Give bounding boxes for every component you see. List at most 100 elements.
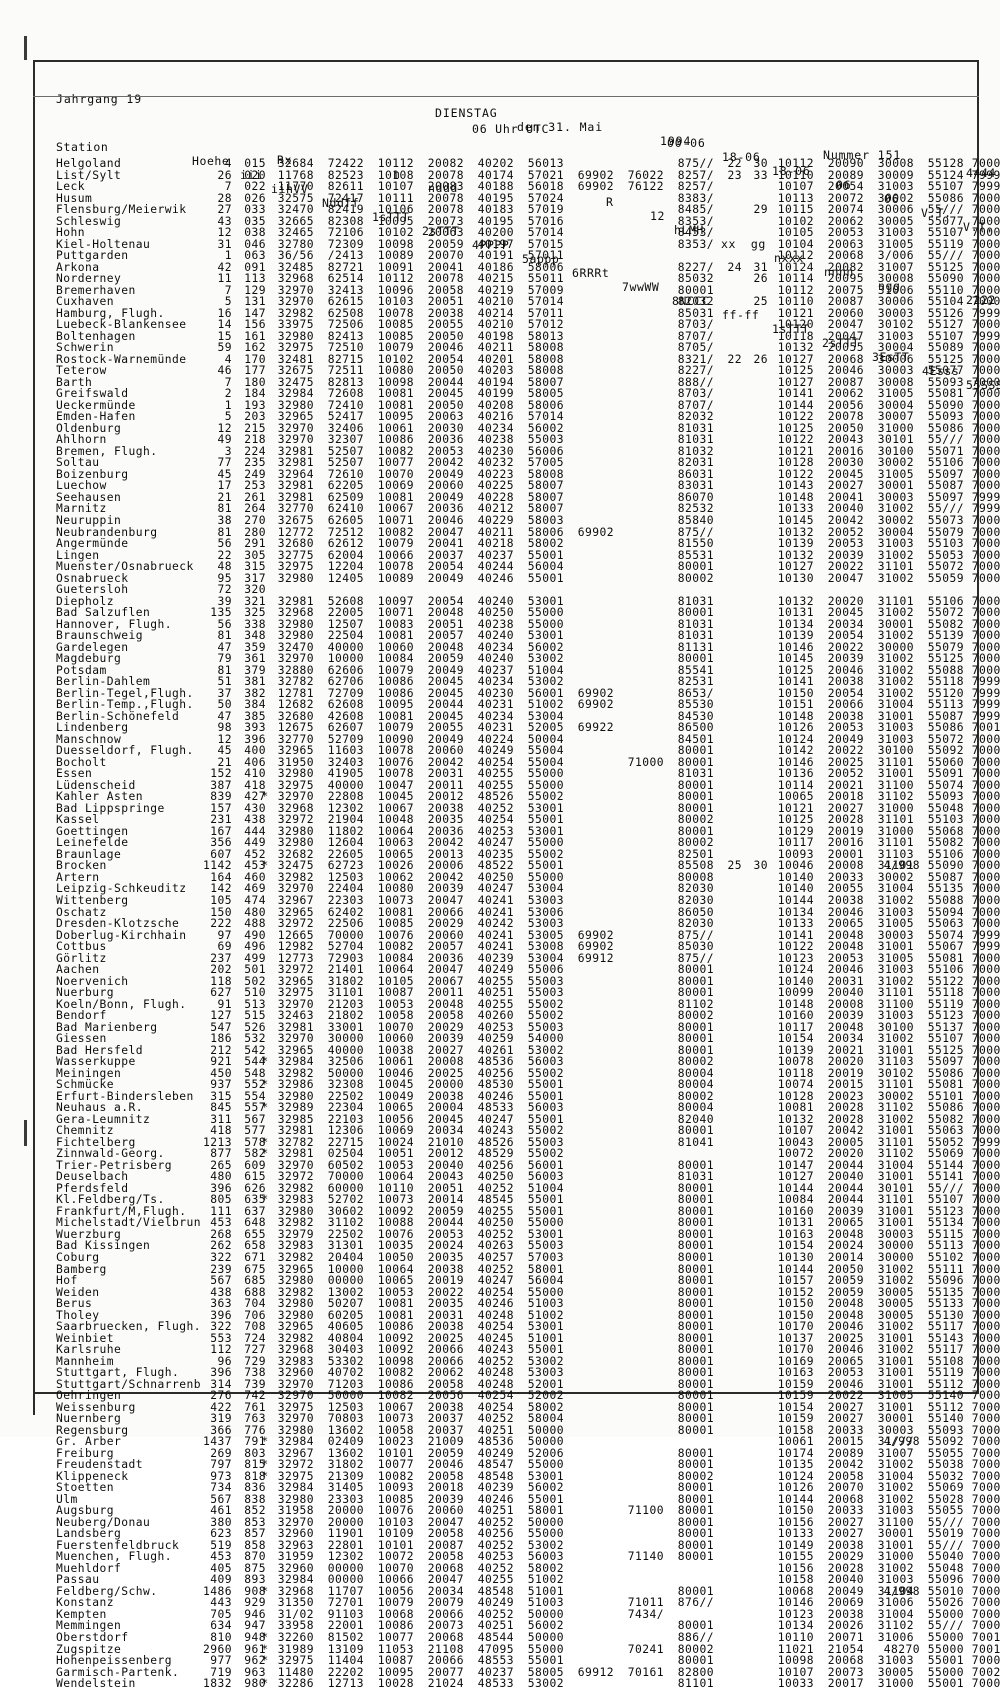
cell-iii: 853 [244, 1515, 266, 1529]
cell-iii: 961 [244, 1642, 266, 1656]
cell-hoehe: 315 [210, 1089, 232, 1103]
cell-station: Braunschweig [56, 629, 144, 643]
cell-t4pppp: 40247 [477, 882, 514, 896]
cell-station: Nuerburg [56, 986, 115, 1000]
cell-h2sttt: 20048 [827, 1020, 864, 1034]
cell-station: Muenster/Osnabrueck [56, 560, 194, 574]
cell-col7r: 70000 [971, 1550, 1000, 1564]
cell-h3estt: 31002 [877, 1481, 914, 1495]
cell-t4pppp: 40260 [477, 1009, 514, 1023]
cell-h1sttt: 10131 [777, 606, 814, 620]
cell-station: Greifswald [56, 387, 129, 401]
cell-t1sttt: 10061 [377, 1055, 414, 1069]
cell-nddff: 32406 [327, 421, 364, 435]
cell-t2sttt: 20038 [427, 801, 464, 815]
cell-t8nccc: 84530 [677, 709, 714, 723]
cell-station: Cottbus [56, 940, 107, 954]
cell-nddff: 62514 [327, 272, 364, 286]
cell-h1sttt: 10120 [777, 318, 814, 332]
cell-t8nccc: 80001 [677, 755, 714, 769]
cell-t8nccc: 80002 [677, 571, 714, 585]
cell-iii: 963 [244, 1665, 266, 1679]
cell-iii: 893 [244, 1573, 266, 1587]
cell-col7r: 79999 [971, 329, 1000, 343]
table-row: Muenchen, Flugh. 453 870 31959 12302 10072 200… [0, 1551, 1000, 1563]
cell-h1sttt: 10102 [777, 214, 814, 228]
cell-nddff: 52507 [327, 456, 364, 470]
table-row: Neubrandenburg 81 280 12772 72512 10082 20047 4… [0, 525, 1000, 539]
cell-t8nccc: 80001 [677, 1297, 714, 1311]
cell-t2sttt: 20043 [427, 1170, 464, 1184]
cell-h1sttt: 10140 [777, 870, 814, 884]
cell-t1sttt: 10078 [377, 560, 414, 574]
cell-t5appp: 55002 [527, 847, 564, 861]
table-row: Passau 409 893 32984 00000 10066 20047 40255 510… [0, 1574, 1000, 1586]
cell-nddff: 21309 [327, 1469, 364, 1483]
cell-t2sttt: 20042 [427, 456, 464, 470]
table-row: Flensburg/Meierwik 27 033 32470 82419 10106 20… [0, 204, 1000, 216]
cell-station: Brocken [56, 859, 107, 873]
table-row: Leck 7 022 11770 82611 10107 20083 40188 56018 69… [0, 181, 1000, 193]
cell-hoehe: 319 [210, 1412, 232, 1426]
cell-h3estt: 31101 [877, 813, 914, 827]
cell-col55: 55140 [927, 1412, 964, 1426]
cell-t5appp: 50000 [527, 1631, 564, 1644]
header-1sttt-b: 1sTTT [772, 322, 810, 336]
cell-iii: 315 [244, 560, 266, 574]
cell-t1sttt: 10066 [377, 548, 414, 562]
cell-t2sttt: 20047 [427, 894, 464, 907]
cell-h1sttt: 10131 [777, 1216, 814, 1230]
cell-t5appp: 53001 [527, 1469, 564, 1483]
cell-h1sttt: 10150 [777, 1308, 814, 1322]
cell-iii: 418 [244, 778, 266, 792]
cell-iihvv: 32770 [277, 732, 314, 746]
table-row: Braunlage 607 452 32682 22605 10065 20013 40235… [0, 849, 1000, 861]
cell-nddff: 72512 [327, 525, 364, 539]
cell-iihvv: 32980 [277, 824, 314, 838]
cell-h3estt: 31002 [877, 1262, 914, 1276]
cell-h1sttt: 10107 [777, 180, 814, 194]
cell-h3estt: 31100 [877, 778, 914, 792]
cell-iii: 706 [244, 1308, 266, 1322]
cell-col7r: 70000 [971, 1078, 1000, 1092]
cell-h1sttt: 10150 [777, 1504, 814, 1518]
cell-t4pppp: 40250 [477, 870, 514, 884]
cell-col55: 55081 [927, 387, 964, 401]
cell-iihvv: 32984 [277, 387, 314, 401]
cell-t5appp: 53004 [527, 951, 564, 965]
cell-h1sttt: 10134 [777, 1619, 814, 1633]
cell-t1sttt: 10046 [377, 1066, 414, 1080]
cell-station: Hannover, Flugh. [56, 617, 173, 631]
cell-t1sttt: 10063 [377, 836, 414, 850]
cell-t1sttt: 10077 [377, 1458, 414, 1472]
table-row: Tholey 396 706 32980 60205 10081 20031 40248 510… [0, 1310, 1000, 1322]
cell-t1sttt: 10060 [377, 1032, 414, 1046]
cell-col55: 55068 [927, 824, 964, 838]
cell-t4pppp: 40188 [477, 180, 514, 194]
cell-h1sttt: 10121 [777, 306, 814, 320]
cell-t4pppp: 40248 [477, 1366, 514, 1380]
cell-t8nccc: 8453/ [677, 226, 714, 240]
cell-t7wwww: 71100 [627, 1504, 664, 1518]
cell-t2sttt: 20079 [427, 1596, 464, 1610]
table-row: Koeln/Bonn, Flugh. 91 513 32970 21203 10053 20… [0, 999, 1000, 1011]
cell-t2sttt: 20049 [427, 571, 464, 585]
cell-t8nccc: 85508 [677, 859, 714, 873]
cell-h3estt: 30004 [877, 398, 914, 412]
cell-station: Bremen, Flugh. [56, 444, 158, 458]
cell-h1sttt: 10126 [777, 721, 814, 735]
cell-station: Luechow [56, 479, 107, 493]
cell-iihvv: 32982 [277, 1216, 314, 1230]
table-row: Goettingen 167 444 32980 11802 10064 20036 4025… [0, 826, 1000, 838]
cell-col55: 55086 [927, 191, 964, 205]
column-group-captions: 06 Uhr UTC 00-06 18-06 18-06 06 06 V.T. … [0, 108, 1000, 234]
caption-18-06-b: 18-06 [772, 164, 811, 178]
cell-star: * [261, 859, 269, 873]
cell-t8nccc: 80001 [677, 1400, 714, 1414]
table-row: List/Sylt 26 020 11768 82523 10108 20078 40174 5… [0, 169, 1000, 182]
cell-t5appp: 58008 [527, 364, 564, 378]
cell-col7r: 70000 [971, 1469, 1000, 1483]
cell-t8nccc: 81032 [677, 444, 714, 458]
cell-h2sttt: 20029 [827, 1550, 864, 1564]
cell-h2sttt: 20038 [827, 1607, 864, 1621]
